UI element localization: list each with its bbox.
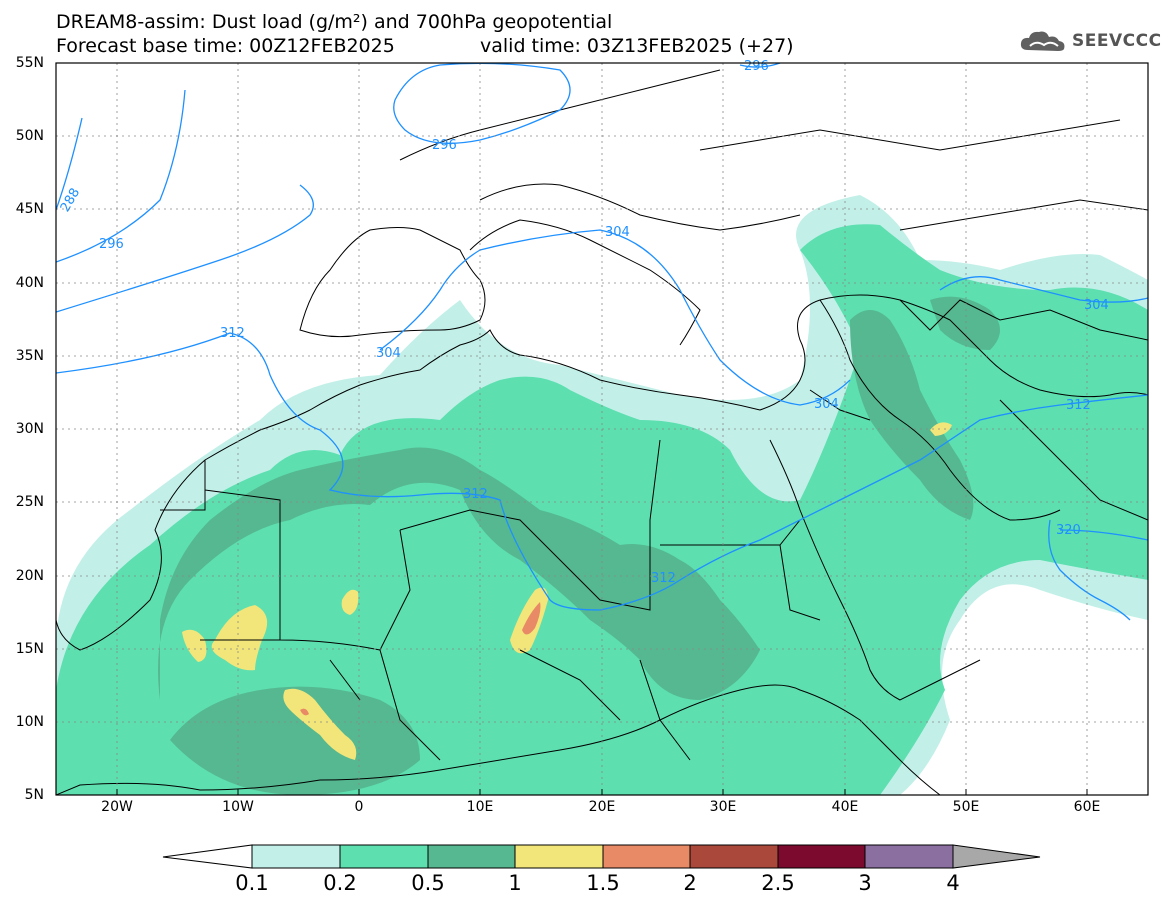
lon-label: 50E (952, 799, 980, 815)
base-time-label: Forecast base time: 00Z12FEB2025 (56, 35, 395, 57)
lat-label: 50N (15, 128, 44, 144)
map-grid (56, 63, 1148, 795)
contour-label: 320 (1056, 523, 1081, 538)
contour-label: 304 (814, 397, 839, 412)
colorbar-label: 3 (858, 871, 872, 895)
contour-label: 296 (744, 59, 769, 74)
lon-label: 40E (831, 799, 859, 815)
lat-label: 55N (15, 55, 44, 71)
colorbar-label: 0.2 (323, 871, 357, 895)
colorbar-label: 0.1 (235, 871, 269, 895)
contour-label: 312 (220, 326, 245, 341)
lat-label: 40N (15, 275, 44, 291)
lon-label: 20W (101, 799, 133, 815)
colorbar-label: 4 (946, 871, 960, 895)
geopotential-contours (56, 63, 1148, 621)
contour-label: 304 (1084, 298, 1109, 313)
colorbar-label: 2.5 (761, 871, 795, 895)
lon-label: 10W (222, 799, 254, 815)
lat-label: 35N (15, 348, 44, 364)
colorbar-label: 2 (683, 871, 697, 895)
colorbar-label: 1 (508, 871, 522, 895)
colorbar-label: 0.5 (411, 871, 445, 895)
lat-label: 30N (15, 421, 44, 437)
lon-label: 20E (588, 799, 616, 815)
contour-label: 296 (432, 138, 457, 153)
lat-label: 15N (15, 641, 44, 657)
contour-label: 304 (376, 346, 401, 361)
cloud-icon (1020, 31, 1065, 51)
lat-label: 20N (15, 568, 44, 584)
contour-label: 312 (463, 487, 488, 502)
contour-label: 296 (99, 237, 124, 252)
lon-label: 0 (354, 799, 364, 815)
valid-time-label: valid time: 03Z13FEB2025 (+27) (480, 35, 794, 57)
lon-label: 30E (709, 799, 737, 815)
contour-label: 288 (58, 186, 83, 215)
coastlines (56, 69, 1148, 795)
lat-label: 45N (15, 201, 44, 217)
lat-label: 5N (24, 787, 44, 803)
logo-text: SEEVCCC (1072, 31, 1162, 51)
seevccc-logo: SEEVCCC (1018, 26, 1162, 56)
map-title: DREAM8-assim: Dust load (g/m²) and 700hP… (56, 11, 613, 33)
contour-label: 312 (651, 571, 676, 586)
forecast-times: Forecast base time: 00Z12FEB2025 valid ti… (56, 35, 794, 57)
lat-label: 25N (15, 494, 44, 510)
colorbar-label: 1.5 (586, 871, 620, 895)
axis-ticks (116, 789, 1088, 795)
contour-label: 304 (605, 225, 630, 240)
lat-label: 10N (15, 714, 44, 730)
contour-label: 312 (1066, 398, 1091, 413)
lon-label: 60E (1073, 799, 1101, 815)
lon-label: 10E (466, 799, 494, 815)
